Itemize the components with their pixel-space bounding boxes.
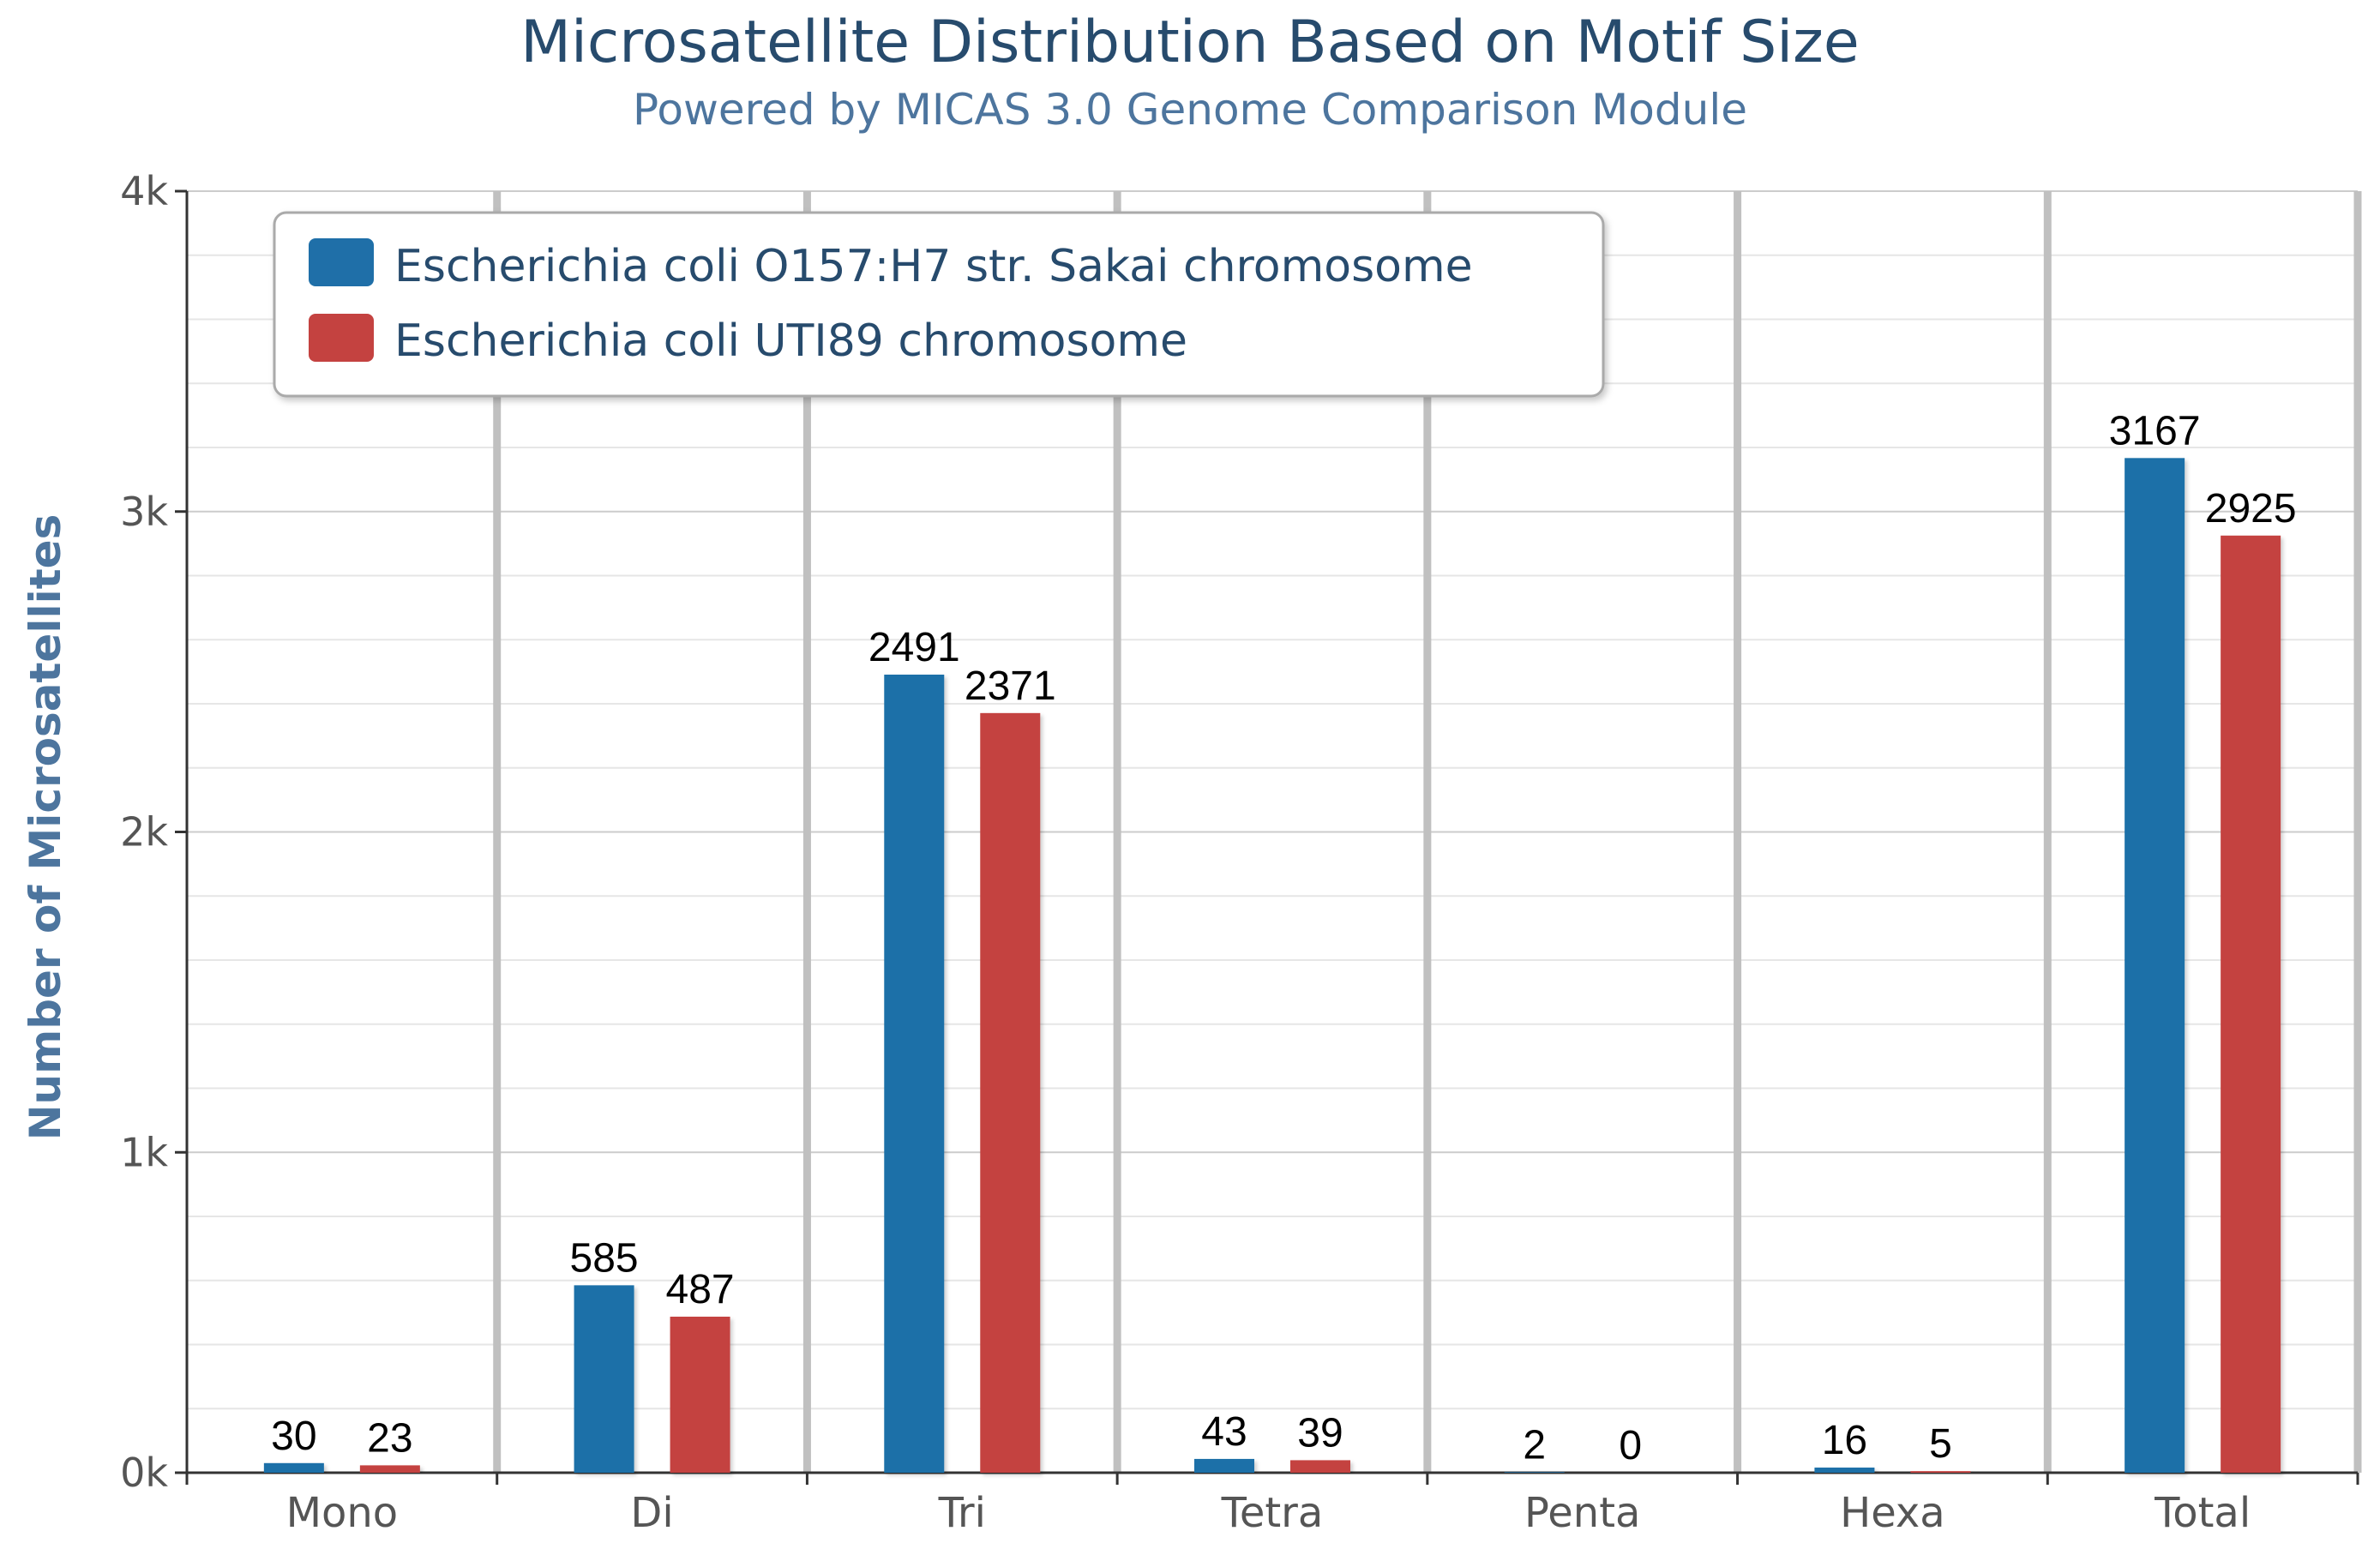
- bar-series-1-hexa[interactable]: [1814, 1468, 1875, 1473]
- legend-label-series-1: Escherichia coli O157:H7 str. Sakai chro…: [394, 241, 1473, 292]
- y-tick-label: 3k: [120, 489, 168, 535]
- y-tick-label: 2k: [120, 809, 168, 856]
- bar-series-1-di[interactable]: [574, 1285, 634, 1473]
- data-label: 2491: [868, 625, 960, 670]
- chart-subtitle: Powered by MICAS 3.0 Genome Comparison M…: [633, 85, 1747, 135]
- chart-title: Microsatellite Distribution Based on Mot…: [520, 9, 1859, 76]
- data-label: 39: [1297, 1410, 1343, 1456]
- legend-box: [273, 211, 1605, 398]
- data-label: 2: [1523, 1422, 1546, 1468]
- legend-swatch-series-2: [309, 314, 374, 362]
- data-label: 2371: [965, 663, 1056, 709]
- data-label: 3167: [2109, 408, 2201, 453]
- legend[interactable]: Escherichia coli O157:H7 str. Sakai chro…: [273, 211, 1605, 398]
- data-labels: 30 585 2491 43 2 16 3167 23 487 2371 39 0 5 2925: [271, 408, 2296, 1468]
- data-label: 23: [367, 1415, 412, 1461]
- data-label: 5: [1929, 1421, 1952, 1467]
- legend-label-series-2: Escherichia coli UTI89 chromosome: [394, 315, 1187, 367]
- legend-swatch-series-1: [309, 238, 374, 286]
- bar-series-1-penta[interactable]: [1504, 1472, 1565, 1473]
- x-category-label: Mono: [286, 1489, 399, 1537]
- bar-series-2-total[interactable]: [2221, 535, 2281, 1473]
- y-tick-label: 4k: [120, 168, 168, 214]
- data-label: 16: [1822, 1418, 1867, 1463]
- data-label: 0: [1619, 1423, 1642, 1468]
- bar-series-2-hexa[interactable]: [1910, 1471, 1971, 1473]
- bar-series-1-total[interactable]: [2125, 458, 2185, 1473]
- legend-item-series-1[interactable]: Escherichia coli O157:H7 str. Sakai chro…: [309, 238, 1473, 292]
- data-label: 2925: [2205, 486, 2297, 531]
- data-label: 30: [271, 1414, 316, 1459]
- y-axis-title: Number of Microsatellites: [21, 514, 70, 1141]
- x-category-label: Di: [630, 1489, 673, 1537]
- y-tick-label: 0k: [120, 1450, 168, 1496]
- axes: 0k 1k 2k 3k 4k Mono Di Tri Tetra Penta Hexa Total: [120, 168, 2359, 1537]
- x-category-label: Hexa: [1840, 1489, 1945, 1537]
- legend-item-series-2[interactable]: Escherichia coli UTI89 chromosome: [309, 314, 1187, 367]
- bar-series-2-mono[interactable]: [359, 1465, 420, 1473]
- data-label: 585: [570, 1235, 639, 1281]
- x-category-label: Total: [2154, 1489, 2251, 1537]
- data-label: 487: [666, 1267, 735, 1312]
- x-category-label: Penta: [1524, 1489, 1640, 1537]
- bar-series-1-mono[interactable]: [263, 1462, 324, 1473]
- bar-series-1-tetra[interactable]: [1194, 1458, 1254, 1473]
- y-tick-label: 1k: [120, 1129, 168, 1175]
- bar-series-1-tri[interactable]: [884, 674, 945, 1473]
- bars: [263, 458, 2281, 1473]
- data-label: 43: [1201, 1409, 1247, 1455]
- bar-series-2-di[interactable]: [670, 1316, 730, 1473]
- bar-series-2-tetra[interactable]: [1290, 1460, 1350, 1473]
- bar-series-2-tri[interactable]: [980, 712, 1041, 1473]
- x-category-label: Tetra: [1221, 1489, 1324, 1537]
- x-category-label: Tri: [938, 1489, 986, 1537]
